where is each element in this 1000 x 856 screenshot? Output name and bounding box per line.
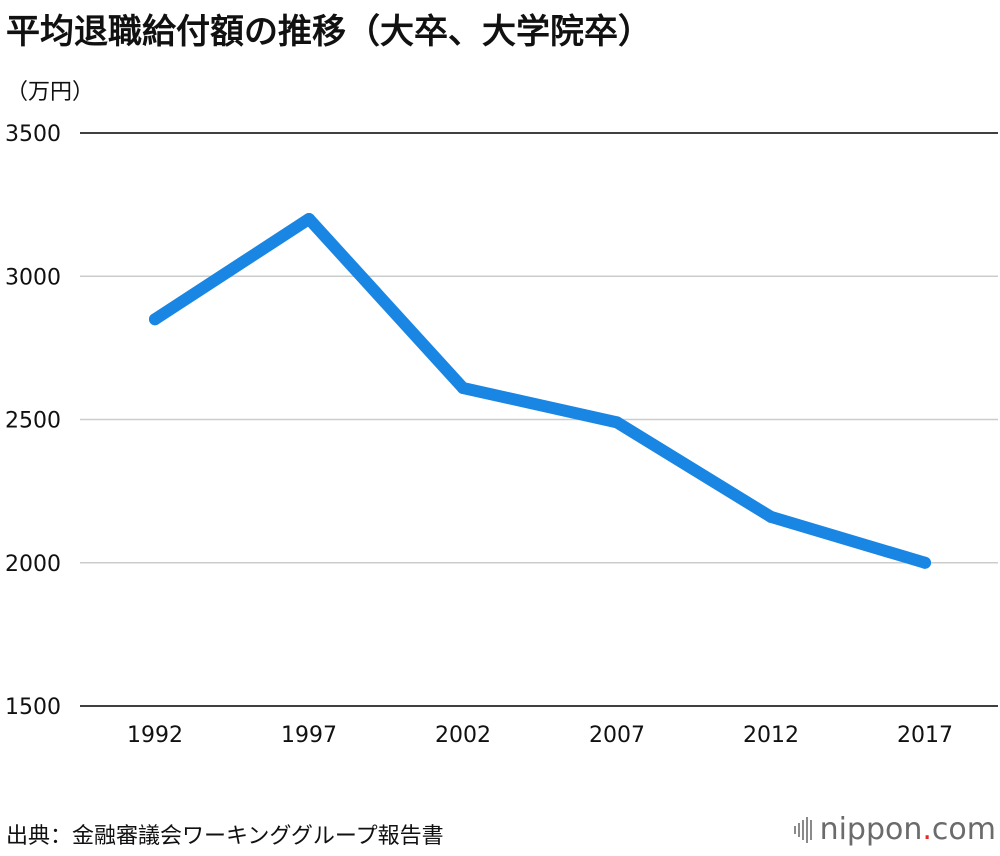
x-tick-label: 2002: [435, 723, 491, 748]
y-tick-label: 2000: [5, 552, 61, 577]
y-tick-label: 3000: [5, 265, 61, 290]
data-point: [457, 381, 469, 394]
x-tick-label: 1997: [281, 723, 337, 748]
line-chart: 1500 2000 2500 3000 3500 1992 1997 2002 2007 2012…: [5, 122, 998, 748]
soundwave-bars-icon: [793, 816, 812, 843]
x-tick-label: 1992: [127, 723, 183, 748]
data-point: [611, 416, 623, 429]
y-tick-label: 3500: [5, 122, 61, 147]
data-point: [149, 313, 161, 326]
data-point: [303, 212, 315, 225]
y-tick-label: 2500: [5, 409, 61, 434]
source-note: 出典：金融審議会ワーキンググループ報告書: [6, 824, 444, 849]
series-line: [149, 212, 931, 569]
y-tick-label: 1500: [5, 695, 61, 720]
y-axis-unit-label: （万円）: [6, 80, 95, 105]
data-point: [919, 556, 931, 569]
brand-tld: com: [931, 812, 996, 847]
x-tick-label: 2012: [743, 723, 799, 748]
nippon-com-logo: nippon. com: [793, 812, 996, 847]
chart-title: 平均退職給付額の推移（大卒、大学院卒）: [6, 12, 652, 52]
x-tick-label: 2007: [589, 723, 645, 748]
brand-name: nippon: [819, 812, 923, 847]
x-tick-label: 2017: [897, 723, 953, 748]
data-point: [765, 510, 777, 523]
brand-dot: .: [922, 812, 932, 847]
